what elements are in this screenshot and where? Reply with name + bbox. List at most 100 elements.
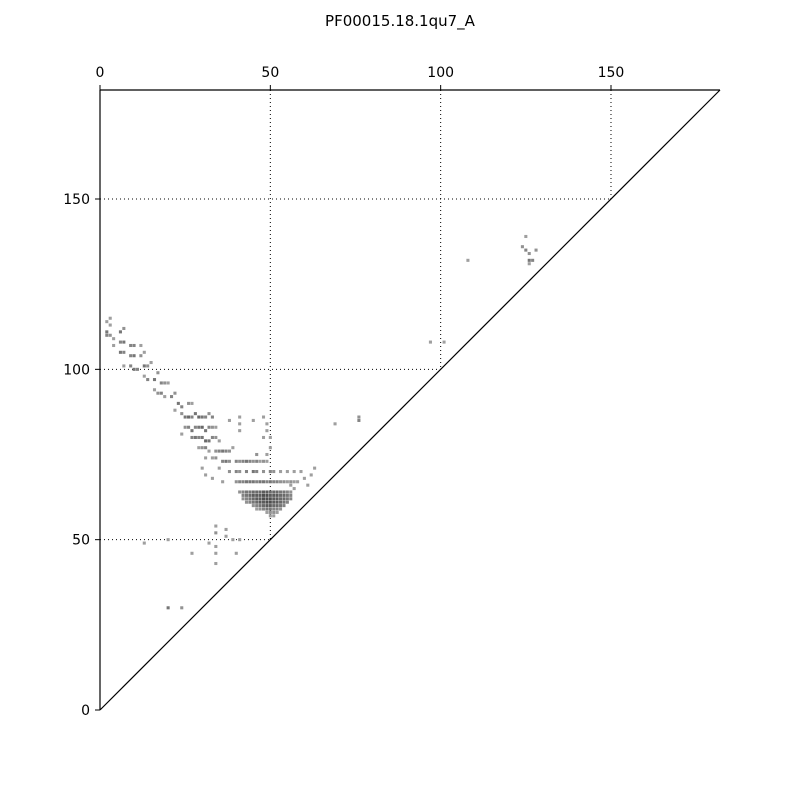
heatmap-cell: [272, 480, 276, 484]
heatmap-cell: [292, 487, 296, 491]
heatmap-cell: [261, 459, 266, 463]
heatmap-cell: [241, 497, 245, 501]
heatmap-cell: [221, 459, 225, 463]
heatmap-cell: [251, 490, 255, 494]
heatmap-cell: [224, 534, 228, 538]
heatmap-cell: [428, 340, 432, 344]
heatmap-cell: [146, 364, 150, 368]
heatmap-cell: [210, 435, 214, 440]
heatmap-cell: [146, 378, 150, 382]
heatmap-cell: [279, 480, 283, 484]
heatmap-cell: [166, 381, 170, 385]
heatmap-cell: [204, 439, 208, 443]
heatmap-cell: [210, 415, 214, 419]
heatmap-cell: [258, 459, 262, 463]
heatmap-cell: [238, 480, 242, 484]
heatmap-cell: [279, 493, 283, 497]
heatmap-cell: [282, 500, 286, 504]
heatmap-cell: [258, 480, 262, 484]
heatmap-cell: [255, 500, 259, 504]
heatmap-cell: [275, 490, 279, 494]
heatmap-cell: [214, 531, 218, 535]
heatmap-cell: [105, 330, 109, 334]
heatmap-cell: [279, 470, 283, 474]
heatmap-cell: [190, 429, 194, 433]
heatmap-cell: [520, 245, 524, 249]
heatmap-cell: [142, 541, 146, 545]
heatmap-cell: [173, 408, 177, 412]
heatmap-cell: [170, 395, 174, 399]
heatmap-cell: [244, 497, 249, 501]
heatmap-cell: [265, 490, 269, 494]
heatmap-cell: [265, 480, 269, 484]
heatmap-cell: [282, 480, 286, 484]
heatmap-cell: [190, 415, 194, 419]
heatmap-cell: [207, 439, 211, 443]
heatmap-cell: [142, 350, 146, 354]
heatmap-cell: [261, 435, 266, 440]
heatmap-cell: [265, 510, 269, 514]
heatmap-cell: [241, 459, 245, 463]
heatmap-cell: [214, 456, 218, 460]
heatmap-cell: [176, 401, 180, 405]
heatmap-cell: [204, 456, 208, 460]
heatmap-cell: [204, 473, 208, 477]
heatmap-cell: [129, 364, 133, 368]
heatmap-cell: [275, 480, 279, 484]
heatmap-cell: [217, 466, 221, 470]
heatmap-cell: [265, 422, 269, 426]
heatmap-cell: [357, 418, 361, 422]
heatmap-cell: [139, 343, 143, 348]
heatmap-cell: [180, 405, 184, 409]
heatmap-cell: [214, 435, 218, 440]
heatmap-cell: [122, 350, 126, 354]
heatmap-cell: [289, 480, 293, 484]
heatmap-cell: [524, 248, 528, 252]
heatmap-cell: [238, 538, 242, 542]
heatmap-cell: [466, 258, 470, 262]
heatmap-cell: [261, 500, 266, 504]
y-tick-label: 100: [63, 362, 90, 378]
heatmap-cell: [214, 449, 218, 453]
heatmap-cell: [272, 470, 276, 474]
heatmap-cell: [268, 446, 272, 450]
heatmap-cell: [207, 541, 211, 545]
heatmap-cell: [227, 459, 231, 463]
heatmap-cell: [265, 500, 269, 504]
heatmap-cell: [207, 449, 211, 453]
heatmap-cell: [244, 459, 249, 463]
heatmap-cell: [289, 497, 293, 501]
heatmap-cell: [255, 480, 259, 484]
heatmap-cell: [204, 415, 208, 419]
heatmap-cell: [251, 497, 255, 501]
heatmap-cell: [289, 483, 293, 487]
heatmap-cell: [224, 527, 228, 531]
heatmap-cell: [248, 480, 252, 484]
heatmap-cell: [275, 507, 279, 511]
heatmap-cell: [108, 323, 112, 327]
heatmap-cell: [265, 507, 269, 511]
heatmap-cell: [272, 504, 276, 508]
heatmap-cell: [272, 497, 276, 501]
heatmap-cell: [118, 330, 122, 334]
heatmap-cell: [289, 493, 293, 497]
heatmap-cell: [207, 412, 211, 416]
heatmap-cell: [210, 425, 214, 429]
heatmap-cell: [197, 425, 201, 429]
heatmap-cell: [221, 449, 225, 453]
heatmap-cell: [248, 493, 252, 497]
heatmap-cell: [156, 371, 160, 375]
heatmap-cell: [268, 497, 272, 501]
x-tick-label: 0: [96, 65, 105, 81]
heatmap-cell: [166, 606, 170, 610]
heatmap-cell: [261, 504, 266, 508]
heatmap-cell: [255, 504, 259, 508]
heatmap-cell: [272, 507, 276, 511]
heatmap-cell: [122, 326, 126, 330]
heatmap-cell: [234, 459, 238, 463]
heatmap-cell: [238, 415, 242, 419]
heatmap-cell: [527, 258, 531, 262]
heatmap-cell: [268, 510, 272, 514]
heatmap-cell: [244, 470, 249, 474]
heatmap-cell: [251, 504, 255, 508]
